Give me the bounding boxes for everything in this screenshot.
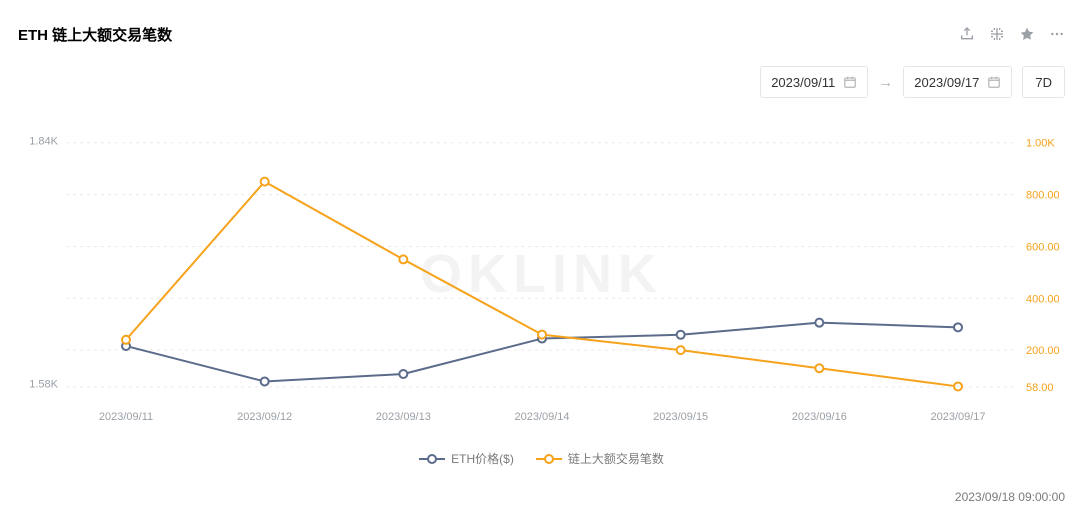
- svg-text:2023/09/13: 2023/09/13: [376, 411, 431, 423]
- date-to-value: 2023/09/17: [914, 75, 979, 90]
- date-from-picker[interactable]: 2023/09/11: [760, 66, 868, 98]
- svg-text:1.84K: 1.84K: [29, 136, 58, 148]
- svg-text:800.00: 800.00: [1026, 190, 1060, 202]
- more-icon[interactable]: [1049, 26, 1065, 42]
- star-icon[interactable]: [1019, 26, 1035, 42]
- svg-text:58.00: 58.00: [1026, 382, 1054, 394]
- svg-text:1.58K: 1.58K: [29, 378, 58, 390]
- svg-text:600.00: 600.00: [1026, 241, 1060, 253]
- range-label: 7D: [1035, 75, 1052, 90]
- svg-text:2023/09/12: 2023/09/12: [237, 411, 292, 423]
- legend-swatch-icon: [419, 453, 445, 465]
- card-title: ETH 链上大额交易笔数: [18, 24, 172, 45]
- range-7d-button[interactable]: 7D: [1022, 66, 1065, 98]
- date-to-picker[interactable]: 2023/09/17: [903, 66, 1012, 98]
- date-range-controls: 2023/09/11 → 2023/09/17 7D: [18, 66, 1065, 98]
- line-chart-svg: 1.00K 800.00 600.00 400.00 200.00 58.00 1.84K 1…: [18, 112, 1065, 442]
- date-range-arrow: →: [878, 74, 893, 91]
- calendar-icon: [843, 75, 857, 89]
- svg-text:1.00K: 1.00K: [1026, 138, 1055, 150]
- svg-text:400.00: 400.00: [1026, 293, 1060, 305]
- chart-legend: ETH价格($) 链上大额交易笔数: [18, 450, 1065, 467]
- svg-text:2023/09/17: 2023/09/17: [930, 411, 985, 423]
- legend-swatch-icon: [536, 453, 562, 465]
- legend-item[interactable]: 链上大额交易笔数: [536, 450, 664, 467]
- svg-text:2023/09/11: 2023/09/11: [99, 411, 153, 423]
- header-toolbar: [959, 26, 1065, 42]
- svg-text:2023/09/15: 2023/09/15: [653, 411, 708, 423]
- svg-text:2023/09/14: 2023/09/14: [514, 411, 569, 423]
- snapshot-timestamp: 2023/09/18 09:00:00: [955, 490, 1065, 504]
- share-icon[interactable]: [959, 26, 975, 42]
- card-header: ETH 链上大额交易笔数: [18, 20, 1065, 48]
- svg-text:2023/09/16: 2023/09/16: [792, 411, 847, 423]
- legend-label: 链上大额交易笔数: [568, 450, 664, 467]
- legend-item[interactable]: ETH价格($): [419, 450, 514, 467]
- legend-label: ETH价格($): [451, 450, 514, 467]
- svg-text:200.00: 200.00: [1026, 345, 1060, 357]
- calendar-icon: [987, 75, 1001, 89]
- chart-card: ETH 链上大额交易笔数 2023/09/11 → 2023/09/17 7D …: [0, 0, 1083, 514]
- crosshair-icon[interactable]: [989, 26, 1005, 42]
- chart-area: OKLINK 1.00K800.00600.00400.00200.0058.0…: [18, 112, 1065, 442]
- date-from-value: 2023/09/11: [771, 75, 835, 90]
